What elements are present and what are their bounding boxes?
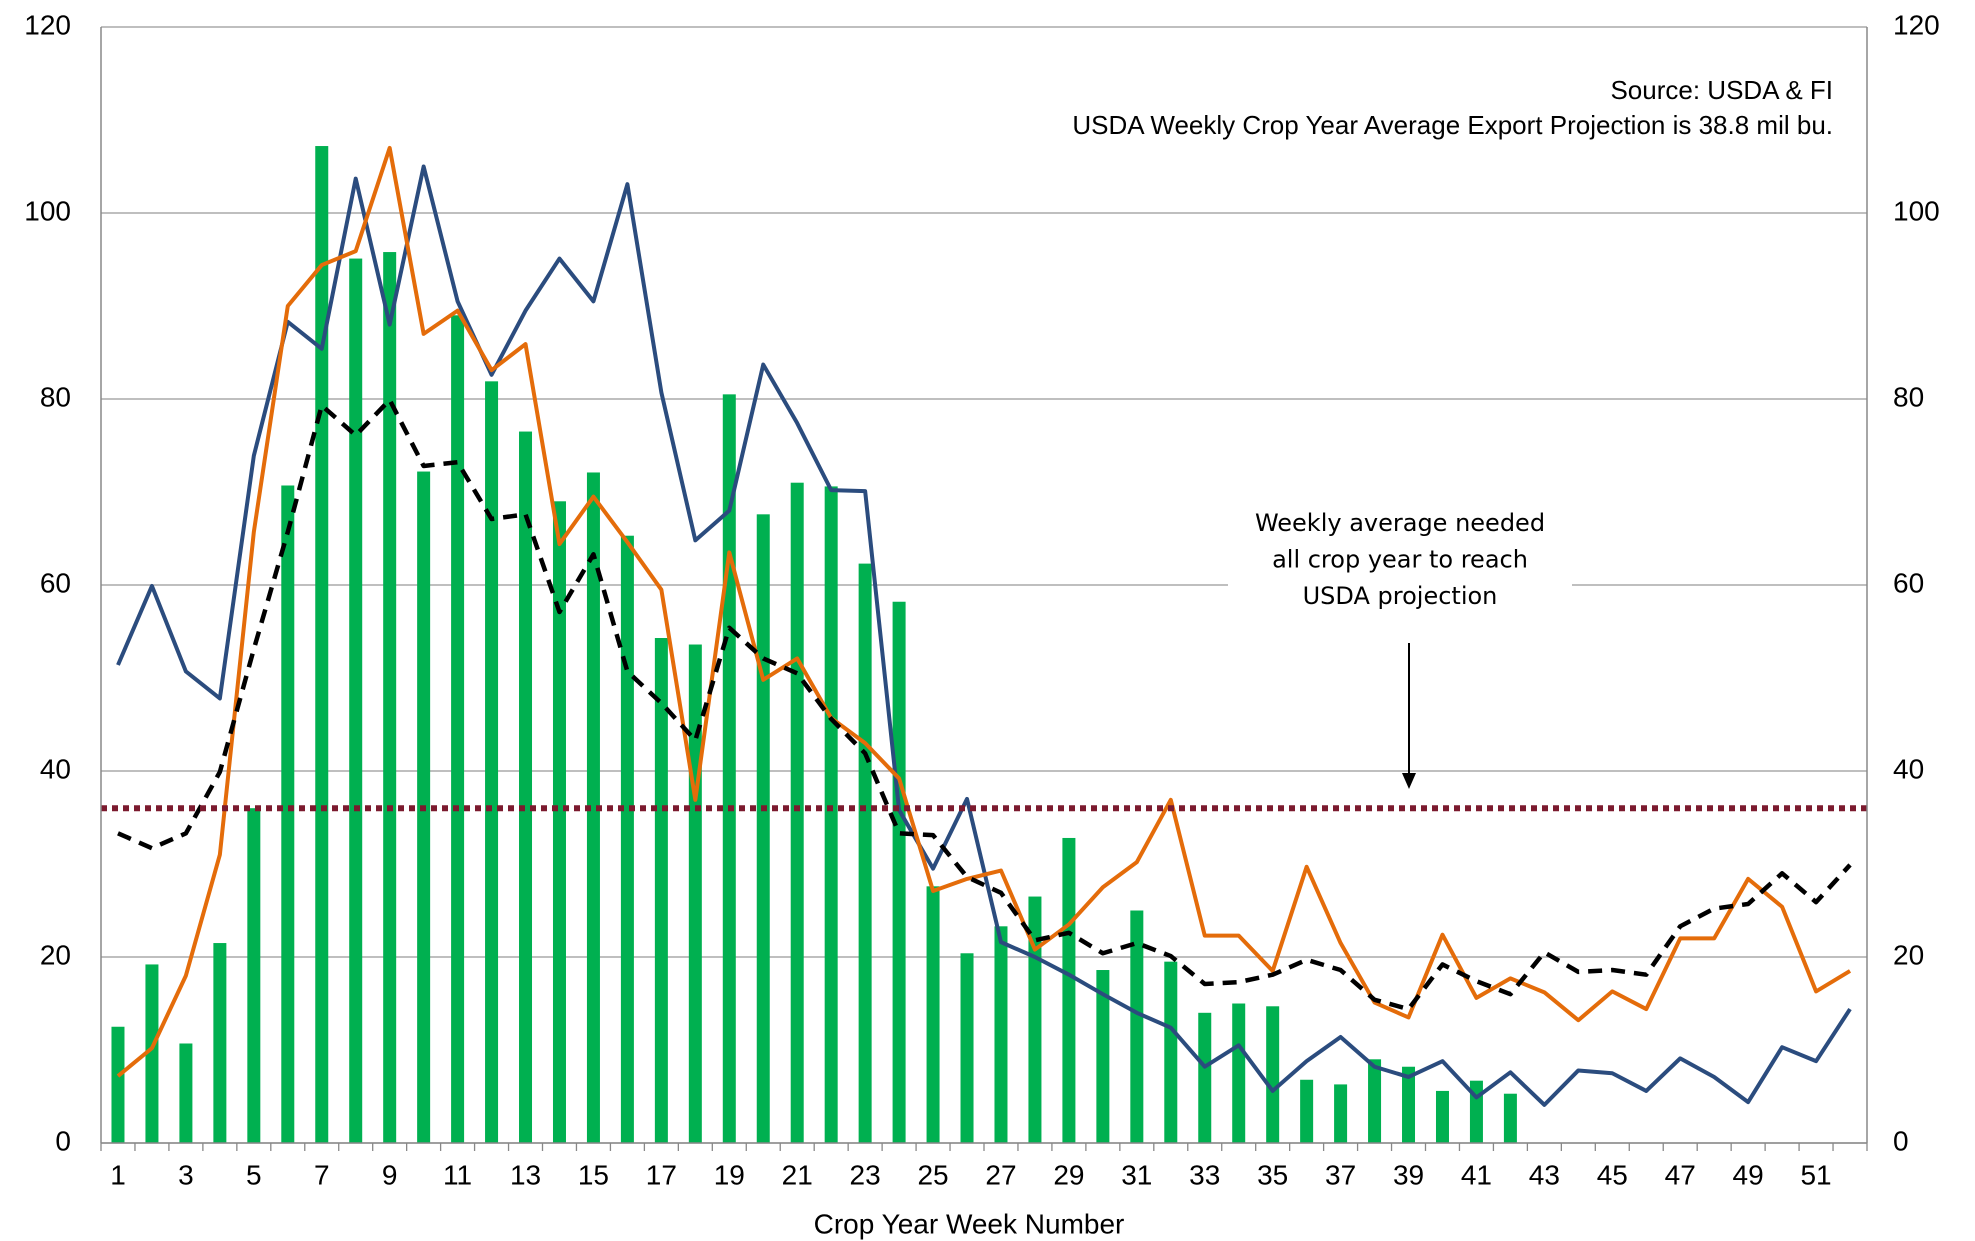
x-tick-label: 49 xyxy=(1733,1159,1764,1190)
y-tick-label: 100 xyxy=(24,195,71,226)
line-series xyxy=(116,164,1852,1107)
annotation-arrowhead xyxy=(1402,773,1416,789)
y-tick-label: 120 xyxy=(24,9,71,40)
x-tick-label: 17 xyxy=(646,1159,677,1190)
bar xyxy=(179,1043,193,1143)
x-tick-label: 5 xyxy=(246,1159,262,1190)
x-tick-label: 45 xyxy=(1597,1159,1628,1190)
annotation-backing xyxy=(1228,505,1572,615)
bar xyxy=(1232,1003,1246,1143)
x-tick-label: 23 xyxy=(850,1159,881,1190)
x-tick-label: 15 xyxy=(578,1159,609,1190)
y2-tick-label: 80 xyxy=(1893,381,1924,412)
bar xyxy=(1266,1006,1280,1143)
line-series xyxy=(117,397,1852,1012)
bar xyxy=(281,485,295,1143)
y-tick-label: 20 xyxy=(40,939,71,970)
bar xyxy=(824,486,838,1143)
annotation-text: all crop year to reach xyxy=(1272,546,1528,574)
y-tick-label: 40 xyxy=(40,753,71,784)
bar xyxy=(247,808,261,1143)
bar xyxy=(1435,1090,1449,1143)
bar xyxy=(586,472,600,1144)
x-tick-label: 31 xyxy=(1121,1159,1152,1190)
y2-tick-label: 40 xyxy=(1893,753,1924,784)
line-series xyxy=(116,145,1852,1078)
x-tick-label: 43 xyxy=(1529,1159,1560,1190)
x-tick-label: 9 xyxy=(382,1159,398,1190)
bar xyxy=(620,535,634,1143)
bar xyxy=(858,563,872,1143)
y2-tick-label: 60 xyxy=(1893,567,1924,598)
x-tick-label: 29 xyxy=(1053,1159,1084,1190)
bar xyxy=(349,258,363,1143)
bar xyxy=(485,381,499,1144)
x-tick-label: 11 xyxy=(443,1159,472,1190)
y2-tick-label: 100 xyxy=(1893,195,1940,226)
y-tick-label: 0 xyxy=(55,1125,71,1156)
y-tick-label: 60 xyxy=(40,567,71,598)
bar xyxy=(552,501,566,1143)
x-tick-label: 21 xyxy=(782,1159,813,1190)
x-tick-label: 35 xyxy=(1257,1159,1288,1190)
x-axis-title: Crop Year Week Number xyxy=(814,1208,1125,1239)
bar xyxy=(1300,1079,1314,1143)
bar xyxy=(688,644,702,1143)
bar xyxy=(1198,1012,1212,1143)
bar xyxy=(383,252,397,1143)
bar xyxy=(1334,1084,1348,1143)
bar xyxy=(451,315,465,1143)
bar xyxy=(213,943,227,1143)
bar xyxy=(654,638,668,1143)
bar xyxy=(892,601,906,1143)
bar xyxy=(145,964,159,1143)
bar xyxy=(1503,1093,1517,1143)
x-tick-label: 13 xyxy=(510,1159,541,1190)
bar xyxy=(790,482,804,1143)
projection-note: USDA Weekly Crop Year Average Export Pro… xyxy=(1072,110,1833,140)
x-tick-label: 39 xyxy=(1393,1159,1424,1190)
x-tick-label: 7 xyxy=(314,1159,330,1190)
source-note: Source: USDA & FI xyxy=(1610,75,1833,105)
x-tick-label: 37 xyxy=(1325,1159,1356,1190)
bar xyxy=(519,431,533,1143)
bar xyxy=(315,146,329,1144)
x-tick-label: 1 xyxy=(110,1159,126,1190)
annotation-text: USDA projection xyxy=(1303,582,1498,610)
x-tick-label: 51 xyxy=(1800,1159,1831,1190)
bar xyxy=(994,926,1008,1143)
x-tick-label: 27 xyxy=(985,1159,1016,1190)
y-tick-label: 80 xyxy=(40,381,71,412)
x-tick-label: 41 xyxy=(1461,1159,1492,1190)
bar xyxy=(1402,1066,1416,1143)
x-tick-label: 3 xyxy=(178,1159,194,1190)
bar xyxy=(926,886,940,1143)
y2-tick-label: 20 xyxy=(1893,939,1924,970)
grid xyxy=(101,26,1867,1144)
x-tick-label: 25 xyxy=(917,1159,948,1190)
bar xyxy=(960,953,974,1143)
x-tick-label: 47 xyxy=(1665,1159,1696,1190)
bar xyxy=(111,1026,125,1143)
bar xyxy=(1368,1059,1382,1143)
bar xyxy=(1062,837,1076,1143)
bar xyxy=(1096,970,1110,1143)
annotation-text: Weekly average needed xyxy=(1255,509,1545,537)
y2-tick-label: 0 xyxy=(1893,1125,1909,1156)
y2-tick-label: 120 xyxy=(1893,9,1940,40)
bar xyxy=(1130,910,1144,1143)
bar xyxy=(756,514,770,1143)
bar xyxy=(1164,961,1178,1143)
x-tick-label: 33 xyxy=(1189,1159,1220,1190)
x-tick-label: 19 xyxy=(714,1159,745,1190)
